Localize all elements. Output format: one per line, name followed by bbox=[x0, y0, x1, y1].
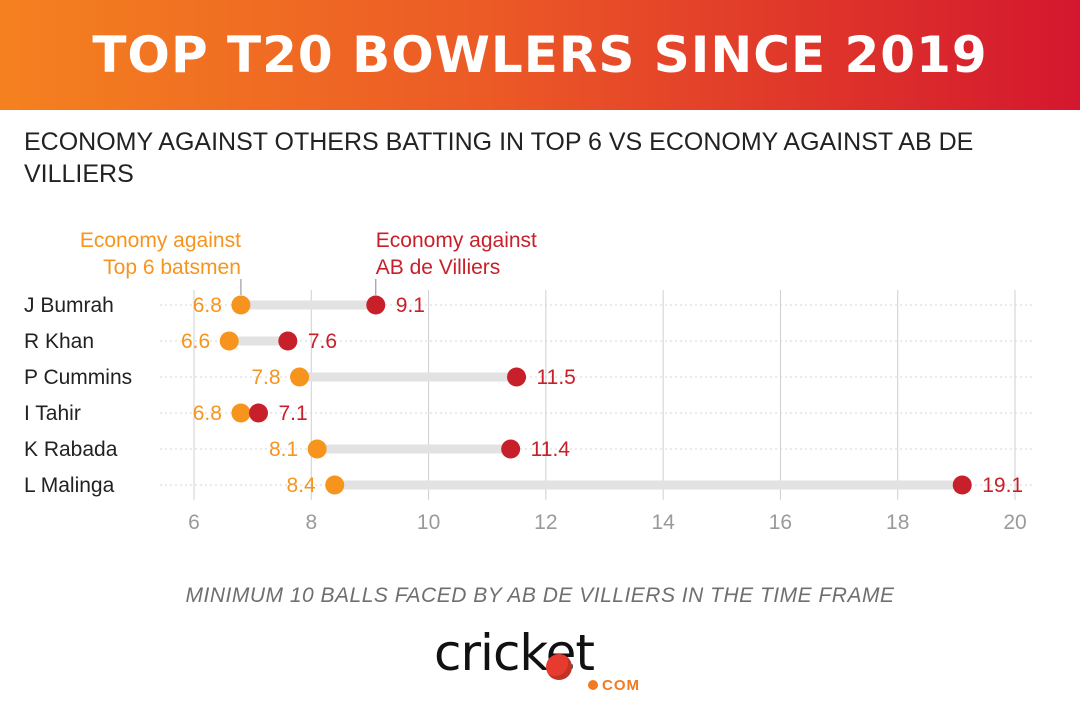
category-label: K Rabada bbox=[24, 438, 118, 461]
x-tick-label: 14 bbox=[651, 511, 675, 534]
data-label-abd: 7.1 bbox=[279, 402, 308, 425]
legend-label-abd: AB de Villiers bbox=[376, 256, 501, 279]
category-label: R Khan bbox=[24, 330, 94, 353]
data-label-top6: 6.6 bbox=[181, 330, 210, 353]
data-label-abd: 9.1 bbox=[396, 294, 425, 317]
logo-dot bbox=[588, 680, 598, 690]
x-tick-label: 12 bbox=[534, 511, 557, 534]
point-top6 bbox=[290, 367, 310, 387]
point-top6 bbox=[231, 295, 251, 315]
point-top6 bbox=[325, 475, 345, 495]
footnote: MINIMUM 10 BALLS FACED BY AB DE VILLIERS… bbox=[185, 584, 895, 607]
data-label-abd: 7.6 bbox=[308, 330, 337, 353]
legend-label-top6: Top 6 batsmen bbox=[103, 256, 241, 279]
point-abd bbox=[507, 367, 527, 387]
x-tick-label: 10 bbox=[417, 511, 440, 534]
data-label-abd: 11.5 bbox=[537, 366, 576, 389]
cricket-ball-icon bbox=[546, 654, 572, 680]
legend-label-abd: Economy against bbox=[376, 229, 537, 252]
point-top6 bbox=[307, 439, 327, 459]
category-label: I Tahir bbox=[24, 402, 81, 425]
point-abd bbox=[278, 331, 298, 351]
cricket-com-logo: cricket COM bbox=[430, 624, 650, 698]
page-title: TOP T20 BOWLERS SINCE 2019 bbox=[92, 26, 988, 84]
point-abd bbox=[501, 439, 521, 459]
category-label: L Malinga bbox=[24, 474, 115, 497]
category-label: P Cummins bbox=[24, 366, 132, 389]
chart-subtitle: ECONOMY AGAINST OTHERS BATTING IN TOP 6 … bbox=[24, 128, 974, 188]
logo-suffix: COM bbox=[602, 677, 640, 694]
x-tick-label: 16 bbox=[769, 511, 792, 534]
data-label-top6: 6.8 bbox=[193, 402, 222, 425]
point-abd bbox=[366, 295, 386, 315]
point-top6 bbox=[231, 403, 251, 423]
data-label-abd: 19.1 bbox=[982, 474, 1023, 497]
x-tick-label: 20 bbox=[1003, 511, 1026, 534]
data-label-top6: 7.8 bbox=[251, 366, 280, 389]
data-label-top6: 6.8 bbox=[193, 294, 222, 317]
title-banner: TOP T20 BOWLERS SINCE 2019 bbox=[0, 0, 1080, 110]
x-tick-label: 18 bbox=[886, 511, 909, 534]
data-label-abd: 11.4 bbox=[531, 438, 571, 461]
point-top6 bbox=[219, 331, 239, 351]
x-tick-label: 8 bbox=[305, 511, 317, 534]
x-tick-label: 6 bbox=[188, 511, 200, 534]
data-label-top6: 8.4 bbox=[287, 474, 317, 497]
legend-label-top6: Economy against bbox=[80, 229, 241, 252]
point-abd bbox=[249, 403, 269, 423]
dumbbell-chart: 6 8 10 12 14 16 18 20 J Bumrah 6.8 9.1 R Khan 6.6 7.6… bbox=[24, 229, 1035, 534]
category-label: J Bumrah bbox=[24, 294, 114, 317]
data-label-top6: 8.1 bbox=[269, 438, 298, 461]
point-abd bbox=[952, 475, 972, 495]
